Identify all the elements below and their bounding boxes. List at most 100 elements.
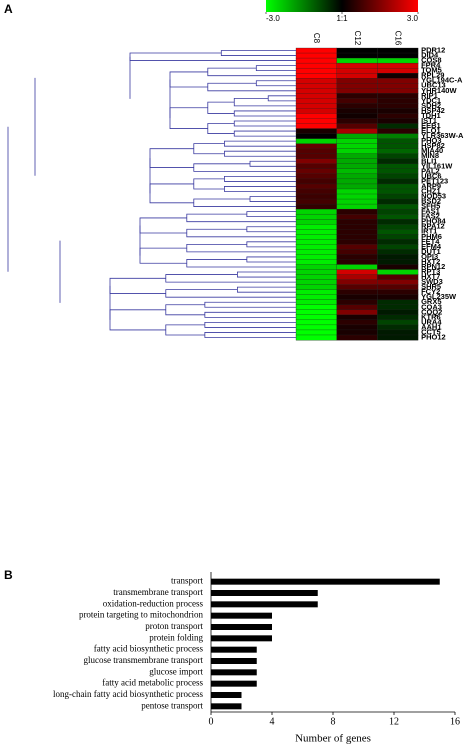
heat-cell	[295, 128, 337, 135]
gene-label: BSD2	[421, 197, 441, 206]
heat-cell	[377, 183, 419, 190]
heat-cell	[377, 193, 419, 200]
heat-cell	[377, 289, 419, 296]
heat-cell	[295, 67, 337, 74]
category-label: long-chain fatty acid biosynthetic proce…	[53, 689, 203, 699]
heat-cell	[336, 299, 378, 306]
heat-cell	[377, 148, 419, 155]
gene-label: DUT1	[421, 247, 441, 256]
heat-cell	[377, 67, 419, 74]
dendrogram-branch	[186, 213, 296, 223]
heat-cell	[295, 47, 337, 54]
bar	[211, 578, 440, 585]
dendrogram-branch	[249, 196, 296, 202]
heat-cell	[336, 57, 378, 64]
dendrogram-branch	[165, 274, 296, 283]
dendrogram-branch	[237, 286, 296, 293]
gene-label: ELO1	[421, 126, 441, 135]
x-tick-label: 16	[450, 716, 460, 727]
category-label: fatty acid biosynthetic process	[94, 644, 204, 654]
bar	[211, 601, 318, 608]
gene-label: UBC6	[421, 171, 441, 180]
heat-cell	[295, 254, 337, 260]
dendrogram-branch	[224, 186, 296, 192]
heat-cell	[295, 244, 337, 250]
gene-label: UBC13	[421, 81, 446, 90]
heat-cell	[377, 264, 419, 270]
heat-cell	[336, 208, 378, 215]
dendrogram-branch	[255, 80, 296, 87]
heat-cell	[295, 133, 337, 140]
dendrogram-branch	[149, 183, 194, 204]
dendrogram-branch	[233, 120, 296, 127]
gene-label: YGL194C-A	[421, 76, 463, 85]
heat-cell	[377, 47, 419, 54]
gene-label: PHO12	[421, 332, 446, 341]
heat-cell	[377, 163, 419, 170]
heat-cell	[295, 113, 337, 119]
dendrogram-branch	[233, 110, 296, 117]
heat-cell	[295, 229, 337, 235]
gene-label: FCY2	[421, 287, 440, 296]
heat-cell	[336, 158, 378, 165]
heat-cell	[377, 334, 419, 341]
heat-cell	[336, 118, 378, 124]
dendrogram-branch	[233, 130, 296, 137]
gene-label: ARP9	[421, 181, 441, 190]
heat-cell	[336, 324, 378, 331]
dendrogram-branch	[246, 211, 296, 218]
heat-cell	[336, 234, 378, 240]
heat-cell	[336, 88, 378, 94]
dendrogram-branch	[207, 123, 235, 134]
heat-cell	[295, 269, 337, 276]
heat-cell	[295, 143, 337, 150]
heat-cell	[377, 304, 419, 311]
heat-cell	[336, 249, 378, 255]
heat-cell	[295, 193, 337, 200]
heat-cell	[295, 294, 337, 301]
heat-cell	[377, 244, 419, 250]
heat-cell	[336, 138, 378, 145]
gene-label: BLI1	[421, 156, 437, 165]
category-label: fatty acid metabolic process	[102, 678, 203, 688]
heat-cell	[336, 133, 378, 140]
heat-cell	[295, 148, 337, 155]
heat-cell	[377, 269, 419, 276]
heat-cell	[336, 123, 378, 130]
heat-cell	[295, 62, 337, 69]
heat-cell	[377, 294, 419, 301]
heat-cell	[295, 57, 337, 64]
gene-label: FET4	[421, 237, 440, 246]
heat-cell	[336, 148, 378, 155]
heat-cell	[295, 158, 337, 165]
category-label: oxidation-reduction process	[103, 598, 204, 608]
heat-cell	[336, 304, 378, 311]
heat-cell	[336, 309, 378, 316]
gene-label: YGL235W	[421, 292, 457, 301]
heat-cell	[295, 153, 337, 160]
gene-label: DID4	[421, 51, 439, 60]
dendrogram-branch	[224, 140, 296, 147]
panel-label: B	[4, 568, 13, 582]
heat-cell	[336, 203, 378, 210]
category-label: pentose transport	[141, 700, 203, 710]
category-label: transmembrane transport	[113, 587, 203, 597]
heat-cell	[295, 173, 337, 180]
heat-cell	[295, 103, 337, 109]
heat-cell	[295, 274, 337, 281]
heat-cell	[377, 168, 419, 175]
heat-cell	[377, 98, 419, 104]
dendrogram-branch	[193, 178, 225, 190]
dendrogram-branch	[129, 52, 296, 61]
dendrogram-branch	[237, 271, 296, 278]
heat-cell	[377, 309, 419, 316]
heat-cell	[336, 163, 378, 170]
heat-cell	[336, 188, 378, 195]
heat-cell	[377, 188, 419, 195]
heat-cell	[295, 188, 337, 195]
gene-label: HXT7	[421, 272, 440, 281]
heat-cell	[336, 274, 378, 281]
heat-cell	[336, 279, 378, 286]
heat-cell	[295, 123, 337, 130]
bar	[211, 692, 242, 698]
